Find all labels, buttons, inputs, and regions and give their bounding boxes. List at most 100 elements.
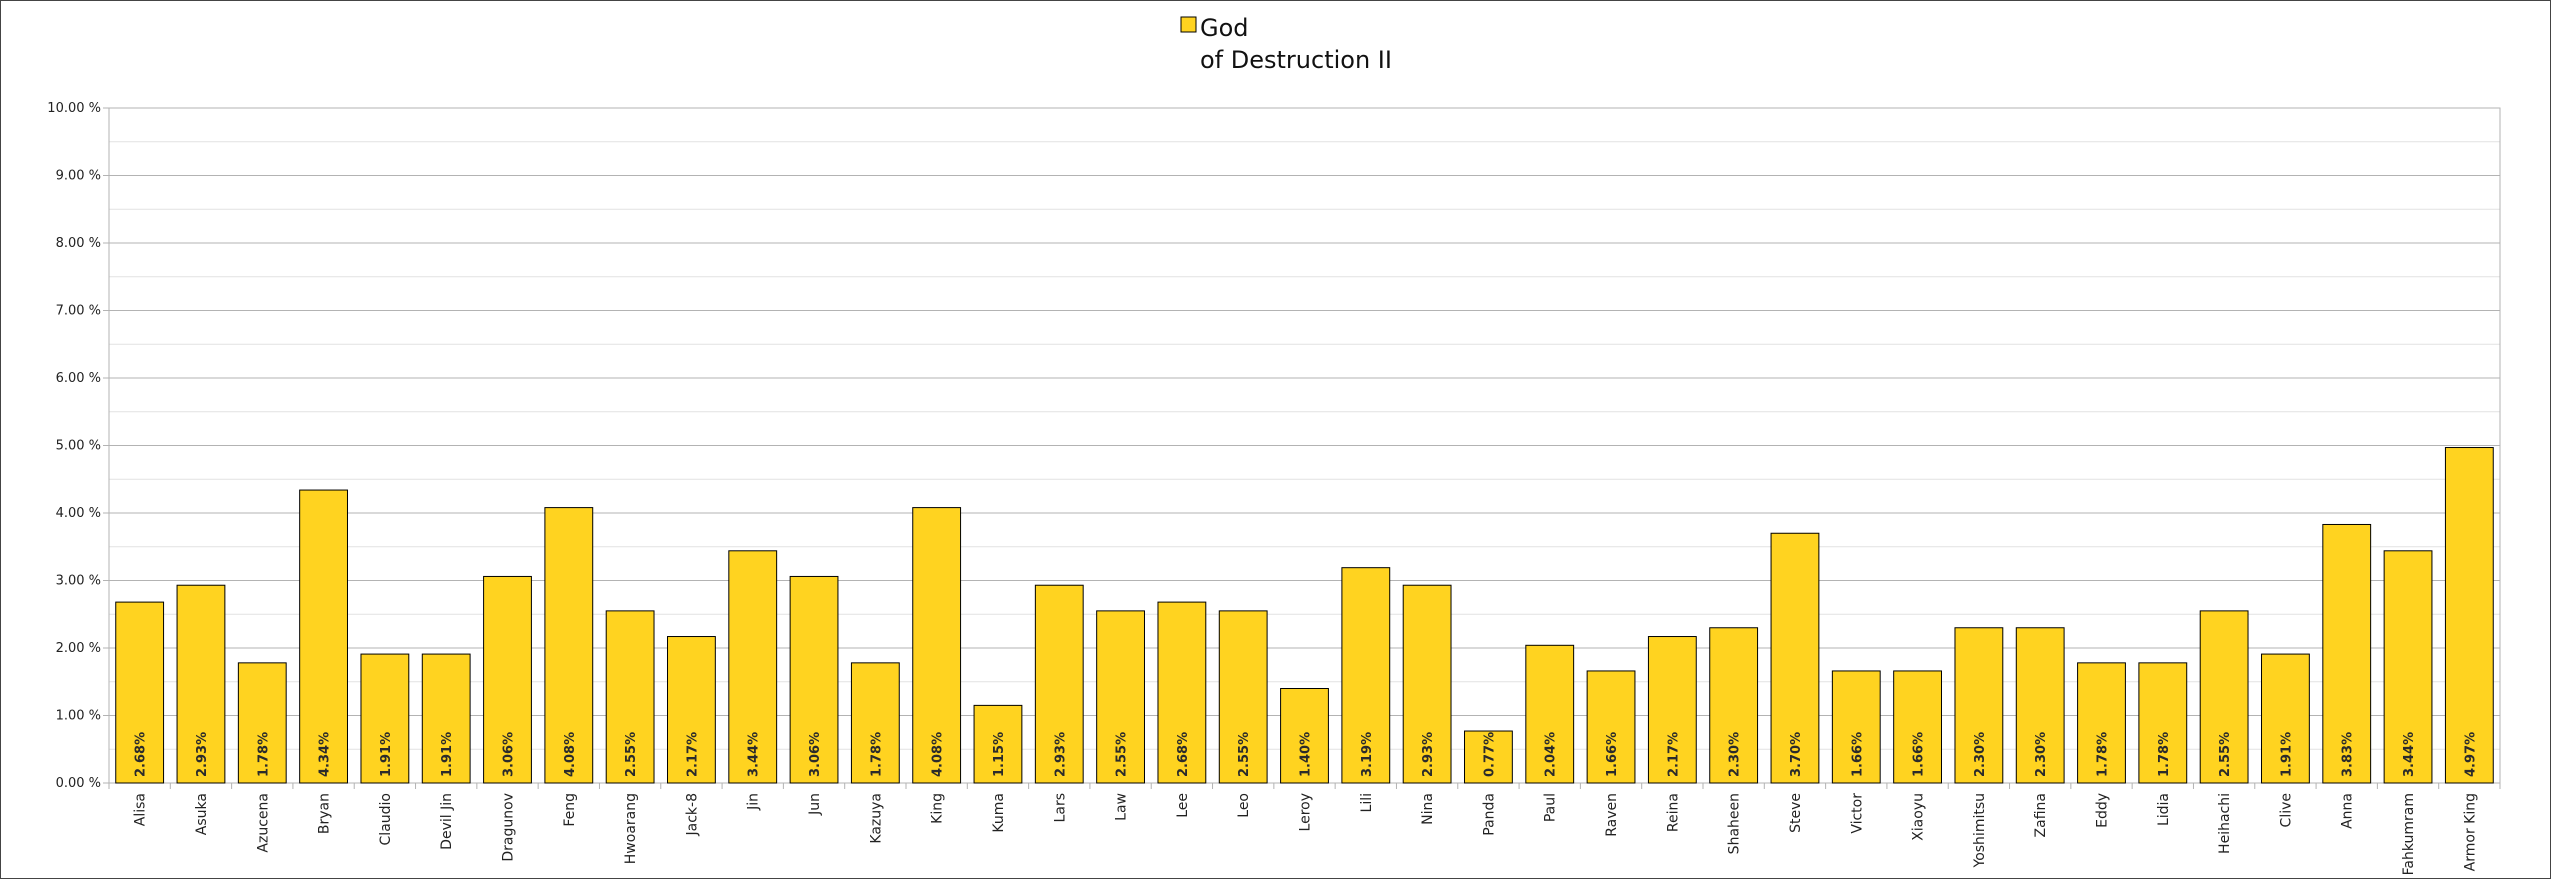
y-tick-label: 3.00 % bbox=[56, 574, 101, 589]
data-label: 2.55% bbox=[1115, 732, 1130, 777]
bar bbox=[544, 507, 594, 784]
y-tick-label: 6.00 % bbox=[56, 371, 101, 386]
x-tick-label: King bbox=[930, 793, 946, 824]
x-tick-label: Victor bbox=[1849, 793, 1865, 834]
bar bbox=[1096, 610, 1145, 784]
data-label: 2.30% bbox=[1728, 732, 1743, 777]
bar bbox=[2383, 550, 2433, 784]
data-label: 0.77% bbox=[1482, 732, 1497, 777]
data-label: 2.55% bbox=[1237, 732, 1252, 777]
data-label: 2.30% bbox=[2034, 732, 2049, 777]
data-label: 1.66% bbox=[1850, 732, 1865, 777]
bars bbox=[115, 447, 2494, 784]
data-label: 1.91% bbox=[379, 732, 394, 777]
x-axis-ticks bbox=[108, 783, 2501, 789]
x-tick-label: Shaheen bbox=[1727, 793, 1743, 854]
bar bbox=[1157, 601, 1207, 784]
y-tick-label: 8.00 % bbox=[56, 236, 101, 251]
x-tick-label: Xiaoyu bbox=[1911, 793, 1927, 841]
data-label: 4.08% bbox=[931, 732, 946, 777]
bar bbox=[1954, 627, 2004, 784]
bar bbox=[912, 507, 962, 784]
legend-swatch bbox=[1180, 16, 1197, 33]
bar bbox=[115, 601, 165, 784]
bar bbox=[2199, 610, 2249, 784]
x-tick-label: Alisa bbox=[133, 793, 149, 826]
y-tick-label: 10.00 % bbox=[47, 101, 101, 116]
x-tick-label: Jun bbox=[807, 793, 823, 816]
bar bbox=[1831, 670, 1881, 784]
data-label: 1.78% bbox=[256, 732, 271, 777]
x-tick-label: Jack-8 bbox=[684, 793, 700, 836]
data-label: 2.93% bbox=[195, 732, 210, 777]
bar bbox=[176, 584, 226, 784]
data-label: 2.30% bbox=[1973, 732, 1988, 777]
x-tick-label: Feng bbox=[562, 793, 578, 827]
legend-label-line-2: of Destruction II bbox=[1200, 46, 1392, 74]
x-axis-labels: Alisa Asuka Azucena Bryan Claudio Devil Jin Dr… bbox=[133, 793, 2479, 876]
x-tick-label: Clive bbox=[2278, 793, 2294, 827]
y-tick-label: 1.00 % bbox=[56, 709, 101, 724]
data-label: 1.78% bbox=[869, 732, 884, 777]
y-tick-label: 5.00 % bbox=[56, 439, 101, 454]
y-tick-label: 2.00 % bbox=[56, 641, 101, 656]
x-tick-label: Leo bbox=[1236, 793, 1252, 818]
data-label: 1.91% bbox=[440, 732, 455, 777]
x-tick-label: Lidia bbox=[2156, 793, 2172, 826]
data-label: 2.17% bbox=[1666, 732, 1681, 777]
data-label: 4.34% bbox=[318, 732, 333, 777]
y-tick-label: 9.00 % bbox=[56, 169, 101, 184]
data-label: 1.78% bbox=[2096, 732, 2111, 777]
data-label: 2.55% bbox=[624, 732, 639, 777]
data-label: 3.83% bbox=[2341, 732, 2356, 777]
y-tick-label: 0.00 % bbox=[56, 776, 101, 791]
data-label: 1.66% bbox=[1912, 732, 1927, 777]
data-label: 4.08% bbox=[563, 732, 578, 777]
bar bbox=[1893, 670, 1942, 784]
data-label: 1.15% bbox=[992, 732, 1007, 777]
x-tick-label: Lee bbox=[1175, 793, 1191, 818]
bar bbox=[2015, 627, 2065, 784]
x-tick-label: Azucena bbox=[255, 793, 271, 853]
data-label: 3.70% bbox=[1789, 732, 1804, 777]
x-tick-label: Steve bbox=[1788, 793, 1804, 833]
x-tick-label: Lars bbox=[1052, 793, 1068, 822]
data-label: 2.93% bbox=[1053, 732, 1068, 777]
data-label: 2.68% bbox=[134, 732, 149, 777]
x-tick-label: Lili bbox=[1359, 793, 1375, 812]
legend: God of Destruction II bbox=[1180, 14, 1392, 74]
x-tick-label: Hwoarang bbox=[623, 793, 639, 864]
x-tick-label: Asuka bbox=[194, 793, 210, 835]
x-tick-label: Yoshimitsu bbox=[1972, 793, 1988, 869]
bar bbox=[1280, 688, 1329, 784]
x-tick-label: Leroy bbox=[1298, 793, 1314, 831]
x-tick-label: Nina bbox=[1420, 793, 1436, 825]
x-tick-label: Raven bbox=[1604, 793, 1620, 837]
bar bbox=[1709, 627, 1759, 784]
data-label: 3.06% bbox=[808, 732, 823, 777]
data-label: 1.66% bbox=[1605, 732, 1620, 777]
bar bbox=[1218, 610, 1268, 784]
data-label: 3.06% bbox=[502, 732, 517, 777]
y-axis-ticks: 0.00 % 1.00 % 2.00 % 3.00 % 4.00 % 5.00 % 6.00… bbox=[47, 101, 109, 791]
data-label: 4.97% bbox=[2463, 732, 2478, 777]
bar bbox=[1586, 670, 1636, 784]
bar bbox=[421, 653, 471, 784]
bar bbox=[605, 610, 655, 784]
bar bbox=[789, 575, 839, 784]
x-tick-label: Devil Jin bbox=[439, 793, 455, 850]
x-tick-label: Anna bbox=[2340, 793, 2356, 829]
x-tick-label: Panda bbox=[1481, 793, 1497, 836]
bar bbox=[1647, 636, 1697, 784]
x-tick-label: Kazuya bbox=[868, 793, 884, 844]
data-label: 2.17% bbox=[685, 732, 700, 777]
data-label: 2.68% bbox=[1176, 732, 1191, 777]
bar bbox=[1034, 584, 1084, 784]
bar bbox=[1341, 567, 1391, 784]
bar bbox=[1464, 730, 1513, 784]
y-tick-label: 7.00 % bbox=[56, 304, 101, 319]
data-label: 3.19% bbox=[1360, 732, 1375, 777]
bar bbox=[667, 636, 716, 784]
bar bbox=[1770, 532, 1820, 784]
